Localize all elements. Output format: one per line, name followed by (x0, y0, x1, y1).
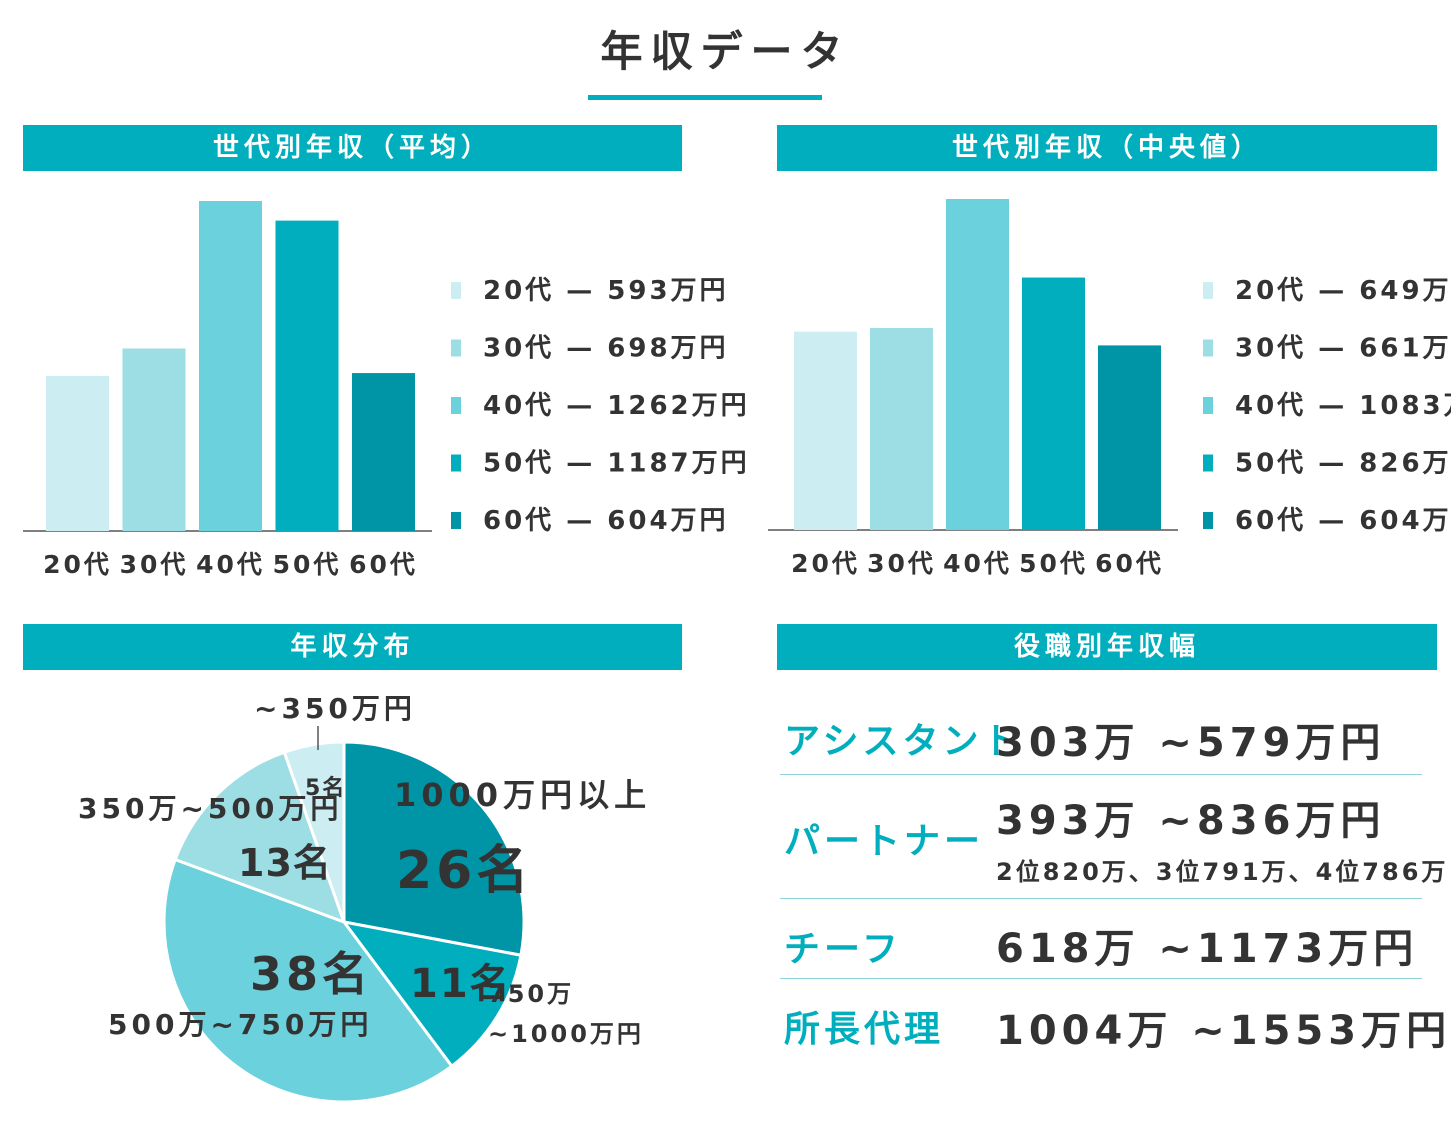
role-name: パートナー (784, 821, 985, 862)
slice-category-label: 350万~500万円 (78, 792, 342, 825)
bar-50代 (275, 220, 339, 531)
legend-swatch (451, 454, 461, 472)
role-name: 所長代理 (784, 1009, 945, 1050)
legend-swatch (1203, 339, 1213, 357)
legend-entry: 60代 — 604万円 (1235, 506, 1451, 536)
legend-swatch (1203, 512, 1213, 529)
legend-entry: 30代 — 661万円 (1235, 334, 1451, 364)
legend-entry: 40代 — 1262万円 (483, 391, 750, 421)
role-row-chief: チーフ 618万 ~1173万円 (780, 898, 1422, 979)
slice-value-label: 38名 (250, 947, 372, 1001)
slice-value-label: 26名 (396, 841, 532, 901)
role-panel-header: 役職別年収幅 (777, 624, 1437, 670)
role-range: 393万 ~836万円 (996, 798, 1386, 844)
bar-20代 (794, 331, 857, 530)
role-range: 303万 ~579万円 (996, 720, 1386, 766)
legend-swatch (1203, 397, 1213, 414)
slice-value-label: 11名 (410, 961, 512, 1007)
avg-panel-header: 世代別年収（平均） (23, 125, 682, 171)
legend-swatch (451, 512, 461, 529)
pie-slice (162, 857, 454, 1104)
role-range: 1004万 ~1553万円 (996, 1008, 1451, 1054)
x-tick-label: 60代 (1095, 549, 1164, 578)
x-tick-label: 20代 (43, 550, 112, 579)
role-note: 2位820万、3位791万、4位786万 (996, 858, 1449, 886)
legend-entry: 20代 — 593万円 (483, 276, 729, 306)
legend-entry: 50代 — 826万円 (1235, 449, 1451, 479)
distribution-panel-header: 年収分布 (23, 624, 682, 670)
slice-category-label: 750万 (488, 980, 574, 1008)
legend-entry: 30代 — 698万円 (483, 334, 729, 364)
role-name: アシスタント (784, 721, 1023, 762)
legend-entry: 50代 — 1187万円 (483, 449, 750, 479)
x-tick-label: 50代 (273, 550, 342, 579)
bar-30代 (122, 348, 186, 531)
bar-60代 (352, 373, 415, 531)
page-title: 年収データ (600, 27, 851, 76)
median-panel-header: 世代別年収（中央値） (777, 125, 1437, 171)
slice-value-label: 13名 (238, 841, 332, 885)
role-range: 618万 ~1173万円 (996, 926, 1419, 972)
bar-40代 (946, 199, 1009, 530)
bar-40代 (199, 201, 262, 531)
x-tick-label: 50代 (1019, 549, 1088, 578)
legend-entry: 60代 — 604万円 (483, 506, 729, 536)
legend-swatch (451, 339, 461, 357)
bar-50代 (1022, 277, 1085, 530)
x-tick-label: 20代 (791, 549, 860, 578)
role-row-partner: パートナー 393万 ~836万円 2位820万、3位791万、4位786万 (780, 774, 1445, 899)
legend-entry: 40代 — 1083万円 (1235, 391, 1451, 421)
pie-slice (340, 919, 523, 1069)
x-tick-label: 30代 (867, 549, 936, 578)
x-tick-label: 30代 (120, 550, 189, 579)
legend-swatch (451, 397, 461, 414)
pie-slice (173, 750, 347, 925)
x-tick-label: 60代 (349, 550, 418, 579)
slice-category-label: 1000万円以上 (394, 776, 651, 814)
slice-category-label: ~350万円 (254, 692, 416, 725)
bar-30代 (870, 327, 933, 530)
slice-category-label: ~1000万円 (488, 1020, 644, 1048)
x-tick-label: 40代 (943, 549, 1012, 578)
bar-20代 (46, 375, 109, 531)
role-row-assistant: アシスタント 303万 ~579万円 (780, 700, 1422, 775)
slice-category-label: 500万~750万円 (108, 1008, 372, 1041)
legend-swatch (1203, 282, 1213, 299)
legend-entry: 20代 — 649万円 (1235, 276, 1451, 306)
role-row-deputy-manager: 所長代理 1004万 ~1553万円 (780, 978, 1446, 1058)
title-underline (588, 95, 822, 100)
pie-slice (282, 740, 346, 923)
legend-swatch (1203, 454, 1213, 472)
bar-60代 (1098, 345, 1161, 530)
pie-slice (342, 740, 526, 958)
role-name: チーフ (784, 929, 902, 970)
legend-swatch (451, 282, 461, 299)
x-tick-label: 40代 (196, 550, 265, 579)
slice-value-label: 5名 (305, 775, 346, 801)
